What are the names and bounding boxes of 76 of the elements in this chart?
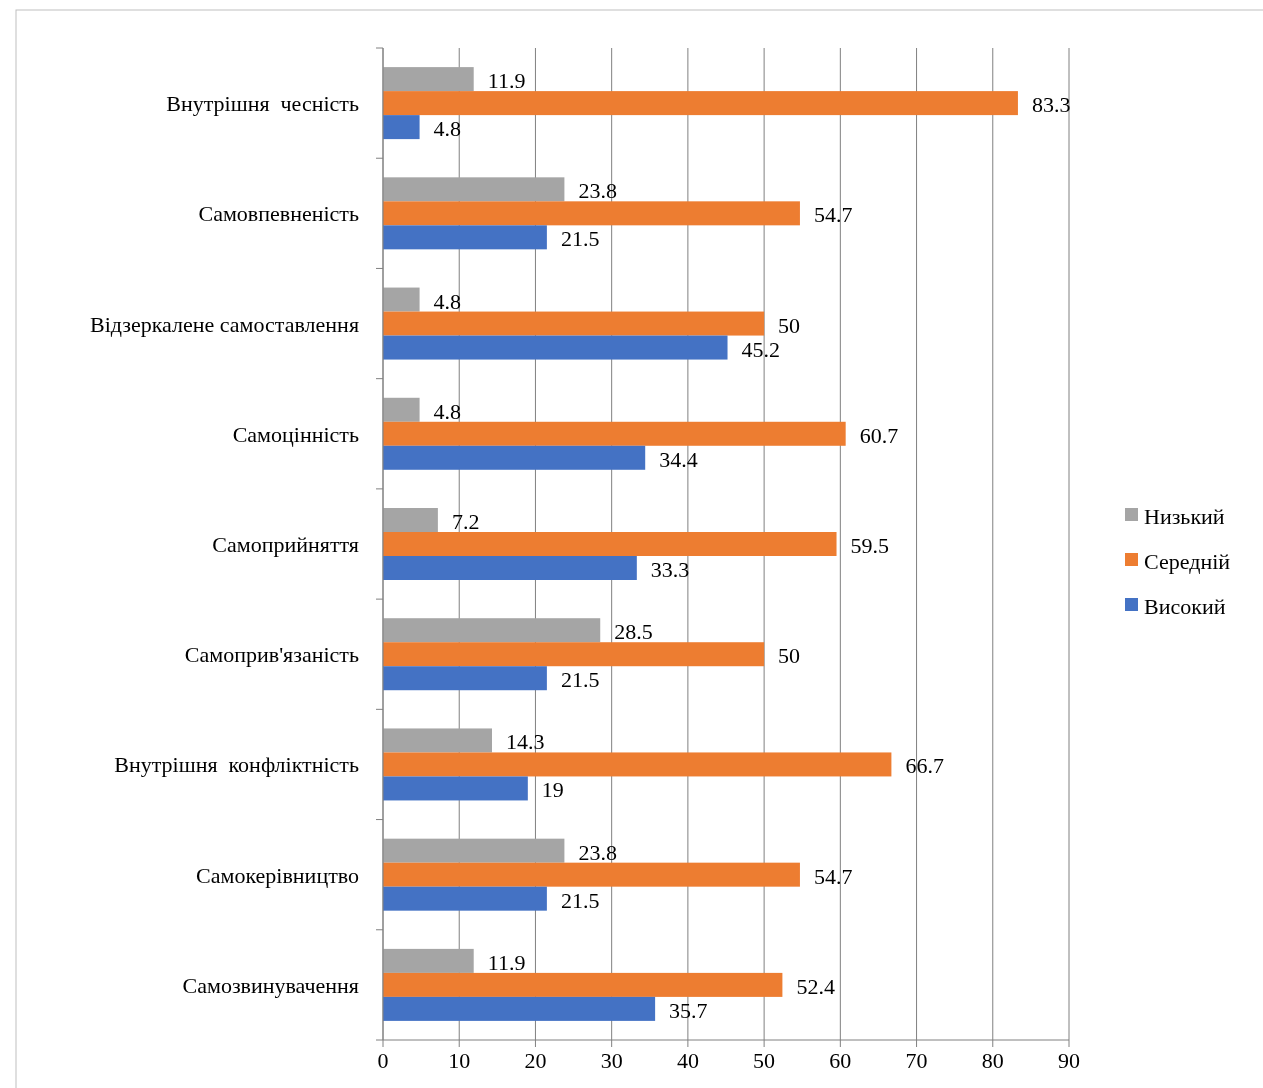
data-label: 83.3 — [1031, 92, 1071, 118]
data-label: 45.2 — [741, 336, 781, 362]
bar — [383, 618, 601, 643]
bar — [383, 838, 565, 863]
data-label: 19 — [541, 777, 564, 803]
y-tick-label: Самокерівництво — [196, 862, 359, 888]
data-label: 23.8 — [578, 178, 617, 204]
data-label: 7.2 — [451, 509, 480, 534]
data-label: 28.5 — [614, 619, 653, 645]
data-label: 35.7 — [669, 997, 708, 1023]
data-label: 21.5 — [560, 226, 600, 252]
y-tick-label: Самоприв'язаність — [184, 642, 359, 668]
data-label: 21.5 — [560, 667, 600, 693]
x-tick-label: 40 — [676, 1048, 699, 1073]
data-label: 54.7 — [813, 202, 853, 228]
x-tick-label: 30 — [600, 1048, 623, 1073]
y-tick-label: Самоцінність — [232, 421, 359, 447]
data-label: 54.7 — [813, 863, 853, 889]
bar — [383, 201, 800, 226]
x-tick-label: 20 — [524, 1048, 547, 1073]
data-label: 11.9 — [487, 949, 526, 975]
bar — [383, 91, 1018, 116]
x-tick-label: 60 — [829, 1048, 852, 1073]
bar — [383, 508, 438, 532]
bar — [383, 445, 646, 470]
bar — [383, 556, 637, 580]
data-label: 11.9 — [487, 68, 526, 94]
data-label: 14.3 — [506, 729, 545, 755]
bar — [383, 666, 547, 691]
legend-label: Високий — [1144, 594, 1226, 619]
bar — [383, 115, 420, 140]
bar — [383, 225, 547, 250]
data-label: 23.8 — [578, 839, 617, 865]
data-label: 34.4 — [659, 446, 698, 472]
legend-label: Низький — [1144, 504, 1225, 529]
bar — [383, 397, 420, 422]
data-label: 59.5 — [850, 533, 890, 558]
data-label: 4.8 — [433, 116, 462, 142]
bar — [383, 335, 728, 360]
y-tick-label: Внутрішня чесність — [166, 91, 359, 117]
x-tick-label: 70 — [905, 1048, 928, 1073]
data-label: 4.8 — [433, 288, 462, 314]
bar — [383, 972, 783, 997]
bar — [383, 177, 565, 202]
data-label: 50 — [778, 643, 801, 669]
data-label: 21.5 — [560, 887, 600, 913]
data-label: 33.3 — [650, 557, 690, 582]
x-tick-label: 80 — [981, 1048, 1004, 1073]
x-tick-label: 90 — [1058, 1048, 1080, 1073]
bar — [383, 67, 474, 92]
legend-label: Середній — [1144, 549, 1231, 574]
y-tick-label: Самозвинувачення — [182, 972, 359, 998]
x-tick-label: 10 — [448, 1048, 471, 1073]
y-tick-label: Самовпевненість — [198, 201, 359, 227]
y-tick-label: Самоприйняття — [212, 532, 359, 557]
y-tick-label: Відзеркалене самоставлення — [90, 311, 359, 337]
data-label: 60.7 — [859, 422, 899, 448]
bar — [383, 862, 800, 887]
data-label: 66.7 — [905, 753, 944, 779]
bar — [383, 642, 765, 667]
bar — [383, 421, 846, 446]
y-tick-label: Внутрішня конфліктність — [114, 752, 359, 778]
data-label: 4.8 — [433, 398, 462, 424]
bar — [383, 948, 474, 973]
bar — [383, 886, 547, 911]
bar — [383, 311, 765, 336]
bar — [383, 752, 892, 777]
x-tick-label: 0 — [377, 1048, 389, 1073]
bar — [383, 776, 528, 801]
bar — [383, 728, 492, 753]
data-label: 52.4 — [796, 973, 835, 999]
data-label: 50 — [778, 312, 801, 338]
bar — [383, 532, 837, 556]
bar — [383, 996, 656, 1021]
bar — [383, 287, 420, 312]
x-tick-label: 50 — [753, 1048, 776, 1073]
